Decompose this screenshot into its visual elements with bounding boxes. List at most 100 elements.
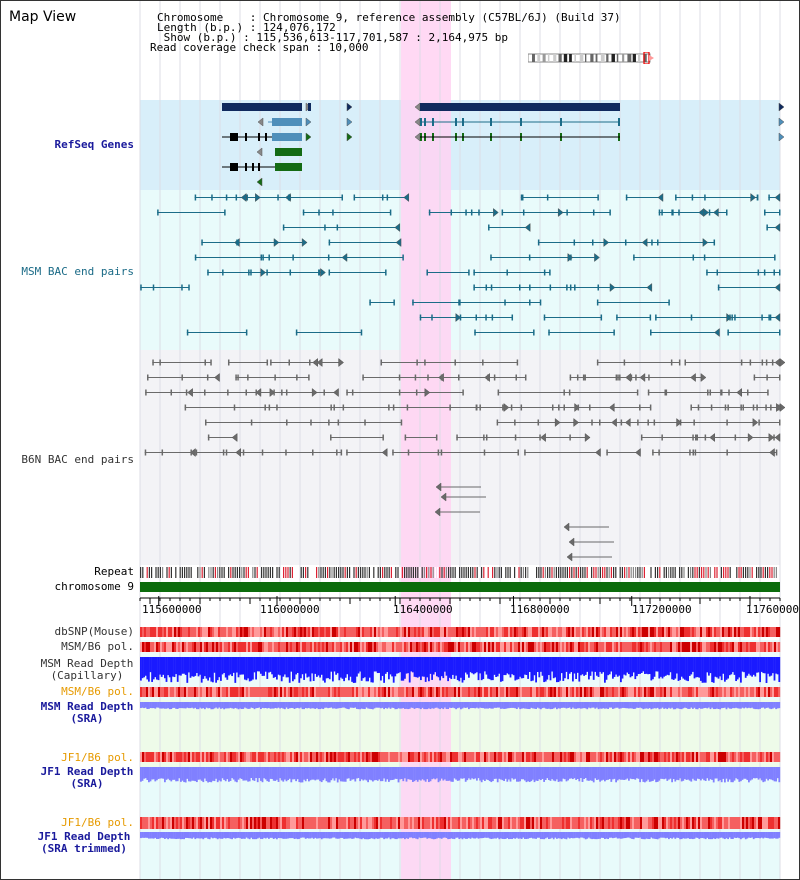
msm-b6-pol-cell: [768, 687, 771, 697]
repeat-mark: [331, 567, 333, 578]
jf1-b6-pol-cell: [644, 752, 647, 762]
msm-depth-sra-bar: [775, 702, 777, 710]
highlight-region[interactable]: [401, 0, 452, 880]
msm-depth-sra-bar: [191, 702, 193, 708]
jf1-depth-sra-bar: [616, 767, 619, 781]
msm-b6-pol-cell: [758, 687, 761, 697]
msm-depth-sra-bar: [711, 702, 713, 708]
msm-bac-pair-end: [779, 269, 781, 276]
msm-b6-pol-cell: [678, 642, 681, 652]
jf1-depth-trimmed-bar: [180, 832, 182, 840]
msm-b6-pol-cell: [238, 687, 241, 697]
repeat-mark: [346, 567, 348, 578]
msm-depth-capillary-bar: [655, 657, 657, 672]
jf1-depth-trimmed-bar: [565, 832, 568, 840]
b6n-bac-pair-end: [758, 419, 760, 426]
msm-b6-pol-cell: [408, 687, 411, 697]
msm-depth-sra-bar: [312, 702, 315, 709]
dbsnp-cell: [678, 627, 681, 637]
dbsnp-cell: [488, 627, 491, 637]
msm-depth-capillary-bar: [213, 657, 216, 673]
msm-b6-pol-cell: [750, 687, 753, 697]
dbsnp-cell: [754, 627, 757, 637]
jf1-b6-pol-cell: [400, 817, 403, 829]
jf1-b6-pol-cell: [148, 817, 151, 829]
msm-depth-sra-bar: [602, 702, 605, 709]
repeat-mark: [734, 567, 736, 578]
jf1-depth-trimmed-bar: [608, 832, 611, 838]
msm-b6-pol-cell: [554, 642, 557, 652]
jf1-depth-trimmed-bar: [520, 832, 523, 839]
jf1-depth-sra-bar: [394, 767, 397, 779]
msm-b6-pol-cell: [720, 642, 723, 652]
repeat-mark: [349, 567, 351, 578]
jf1-depth-sra-bar: [680, 767, 683, 782]
dbsnp-cell: [414, 627, 417, 637]
b6n-bac-pair-end: [204, 359, 206, 366]
jf1-b6-pol-cell: [472, 752, 475, 762]
msm-b6-pol-cell: [600, 687, 603, 697]
msm-depth-capillary-bar: [548, 657, 550, 676]
msm-b6-pol-cell: [250, 687, 253, 697]
jf1-b6-pol-cell: [640, 752, 643, 762]
jf1-depth-trimmed-bar: [717, 832, 720, 839]
msm-depth-capillary-bar: [285, 657, 288, 678]
jf1-b6-pol-cell: [774, 817, 777, 829]
msm-depth-sra-bar: [679, 702, 681, 709]
jf1-b6-pol-cell: [262, 817, 265, 829]
jf1-depth-trimmed-bar: [749, 832, 752, 838]
msm-b6-pol-cell: [664, 687, 667, 697]
jf1-depth-sra-bar: [512, 767, 515, 780]
jf1-b6-pol-cell: [314, 817, 317, 829]
msm-b6-pol-cell: [388, 687, 391, 697]
jf1-depth-sra-bar: [656, 767, 659, 782]
dbsnp-cell: [428, 627, 431, 637]
jf1-b6-pol-cell: [246, 752, 249, 762]
b6n-bac-pair-arrow: [752, 417, 759, 428]
jf1-depth-trimmed-bar: [413, 832, 416, 839]
jf1-b6-pol-cell: [264, 752, 267, 762]
jf1-depth-trimmed-bar: [341, 832, 344, 838]
b6n-bac-pair-end: [392, 449, 394, 456]
msm-bac-pair-end: [649, 314, 652, 321]
jf1-b6-pol-cell: [684, 817, 687, 829]
msm-depth-sra-bar: [770, 702, 773, 710]
msm-b6-pol-cell: [514, 687, 517, 697]
jf1-depth-trimmed-bar: [271, 832, 273, 838]
jf1-depth-trimmed-bar: [386, 832, 389, 839]
jf1-depth-sra-bar: [423, 767, 425, 781]
msm-depth-capillary-bar: [501, 657, 504, 682]
jf1-b6-pol-cell: [292, 752, 295, 762]
jf1-b6-pol-cell: [334, 752, 337, 762]
jf1-b6-pol-cell: [630, 752, 633, 762]
msm-depth-sra-bar: [716, 702, 718, 709]
jf1-depth-trimmed-bar: [164, 832, 166, 839]
msm-depth-sra-bar: [485, 702, 488, 709]
jf1-depth-sra-bar: [346, 767, 349, 779]
msm-b6-pol-cell: [554, 687, 557, 697]
jf1-depth-trimmed-bar: [677, 832, 680, 838]
jf1-b6-pol-cell: [612, 752, 615, 762]
msm-b6-pol-cell: [320, 642, 323, 652]
msm-b6-pol-cell: [652, 642, 655, 652]
jf1-b6-pol-cell: [382, 817, 385, 829]
msm-bac-pair-end: [764, 209, 766, 216]
chromosome-ideogram[interactable]: [528, 52, 658, 64]
msm-b6-pol-cell: [542, 642, 545, 652]
jf1-b6-pol-cell: [214, 752, 217, 762]
msm-bac-pair-end: [703, 254, 706, 261]
jf1-depth-sra-bar: [655, 767, 657, 783]
jf1-depth-sra-bar: [714, 767, 717, 779]
repeat-mark: [690, 567, 692, 578]
b6n-bac-pair-arrow: [584, 432, 591, 443]
msm-depth-capillary-bar: [354, 657, 357, 683]
dbsnp-cell: [364, 627, 367, 637]
repeat-mark: [188, 567, 190, 578]
msm-b6-pol-cell: [410, 642, 413, 652]
jf1-depth-trimmed-bar: [445, 832, 448, 839]
dbsnp-cell: [302, 627, 305, 637]
msm-b6-pol-cell: [602, 687, 605, 697]
jf1-depth-sra-bar: [140, 767, 142, 782]
msm-depth-sra-bar: [581, 702, 584, 709]
